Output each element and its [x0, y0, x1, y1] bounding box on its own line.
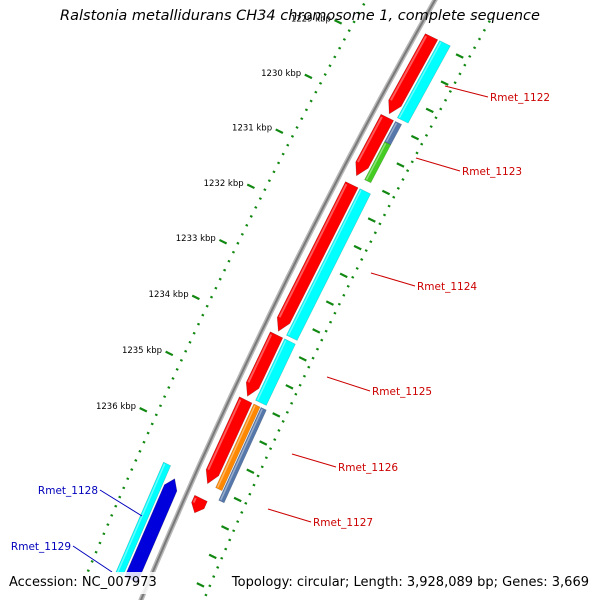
gene-label: Rmet_1124 — [417, 281, 477, 293]
gene-arrow-minus-shine — [247, 334, 273, 383]
gene-leader-line — [370, 272, 416, 287]
scale-tick — [304, 73, 313, 80]
gene-leader-line — [326, 376, 371, 392]
scale-tick-label: 1233 kbp — [176, 234, 216, 244]
cog-bar-shine — [256, 340, 287, 401]
gene-arrow-minus — [191, 494, 208, 514]
scale-tick-label: 1235 kbp — [122, 346, 162, 356]
outer-tick — [353, 244, 362, 251]
gene-leader-line — [99, 489, 143, 517]
outer-tick — [246, 468, 255, 474]
scale-tick — [218, 238, 228, 245]
outer-tick — [410, 134, 420, 141]
gene-label: Rmet_1129 — [11, 541, 71, 553]
scale-tick — [191, 294, 200, 301]
cog-bar-shine — [220, 408, 263, 501]
gene-arrow-minus — [388, 33, 439, 115]
gene-leader-line — [291, 453, 337, 468]
cds-bar-shine — [117, 463, 166, 573]
scale-tick-label: 1229 kbp — [291, 14, 331, 24]
outer-tick — [440, 80, 449, 86]
outer-tick — [298, 356, 307, 362]
scale-tick-label: 1236 kbp — [96, 402, 136, 412]
gene-leader-line — [267, 508, 312, 523]
accession-text: Accession: NC_007973 — [6, 572, 160, 594]
outer-tick — [367, 217, 376, 223]
gene-label: Rmet_1128 — [38, 485, 98, 497]
gene-arrow-minus — [276, 181, 359, 332]
cog-bar — [396, 40, 451, 124]
cog-bar — [215, 403, 261, 492]
gene-arrow-minus-shine — [390, 35, 427, 101]
gene-arrow-minus-shine — [278, 183, 348, 318]
backbone-line — [137, 0, 437, 605]
cog-bar — [364, 141, 392, 184]
cog-bar-shine — [365, 143, 387, 180]
outer-tick — [233, 496, 242, 503]
outer-tick — [325, 300, 334, 306]
cog-bar — [285, 188, 372, 341]
outer-tick — [221, 525, 230, 531]
gene-label: Rmet_1123 — [462, 166, 522, 178]
gene-leader-line — [415, 157, 461, 172]
scale-tick — [275, 128, 284, 134]
inner-dotted-ring — [83, 0, 368, 580]
cog-bar-shine — [398, 41, 442, 119]
gene-arrow-minus — [205, 396, 253, 485]
outer-tick — [396, 162, 405, 168]
outer-tick — [196, 582, 205, 588]
outer-tick — [381, 189, 391, 196]
cog-bar-shine — [216, 405, 256, 488]
gene-arrow-minus-shine — [357, 116, 383, 163]
outer-tick — [208, 553, 217, 560]
outer-tick — [259, 440, 268, 446]
outer-tick — [312, 328, 321, 334]
cog-bar — [218, 406, 267, 504]
gene-arrow-minus-shine — [207, 399, 242, 470]
outer-tick — [425, 107, 434, 114]
gene-arrow-minus — [355, 113, 395, 177]
scale-tick — [165, 350, 174, 357]
gene-arrow-minus-shine — [192, 497, 197, 503]
gene-arrow-minus — [245, 331, 284, 397]
gene-leader-line — [444, 85, 489, 98]
scale-tick — [246, 183, 255, 190]
gene-leader-line — [72, 545, 113, 573]
scale-tick-label: 1230 kbp — [261, 69, 301, 79]
gene-label: Rmet_1126 — [338, 462, 398, 474]
outer-tick — [285, 384, 294, 390]
gene-label: Rmet_1122 — [490, 92, 550, 104]
cog-bar — [255, 338, 296, 406]
map-title: Ralstonia metallidurans CH34 chromosome … — [60, 8, 540, 24]
outer-tick — [455, 53, 464, 59]
topology-text: Topology: circular; Length: 3,928,089 bp… — [228, 572, 592, 594]
scale-tick-label: 1234 kbp — [149, 290, 189, 300]
cog-bar-shine — [385, 122, 398, 142]
outer-dotted-ring — [200, 20, 491, 605]
scale-tick-label: 1232 kbp — [204, 179, 244, 189]
scale-tick — [139, 406, 148, 413]
cog-bar-shine — [287, 189, 362, 336]
gene-label: Rmet_1127 — [313, 517, 373, 529]
gene-label: Rmet_1125 — [372, 386, 432, 398]
scale-tick-label: 1231 kbp — [232, 124, 272, 134]
outer-tick — [339, 272, 348, 279]
outer-tick — [272, 412, 281, 418]
scale-tick — [333, 19, 343, 25]
